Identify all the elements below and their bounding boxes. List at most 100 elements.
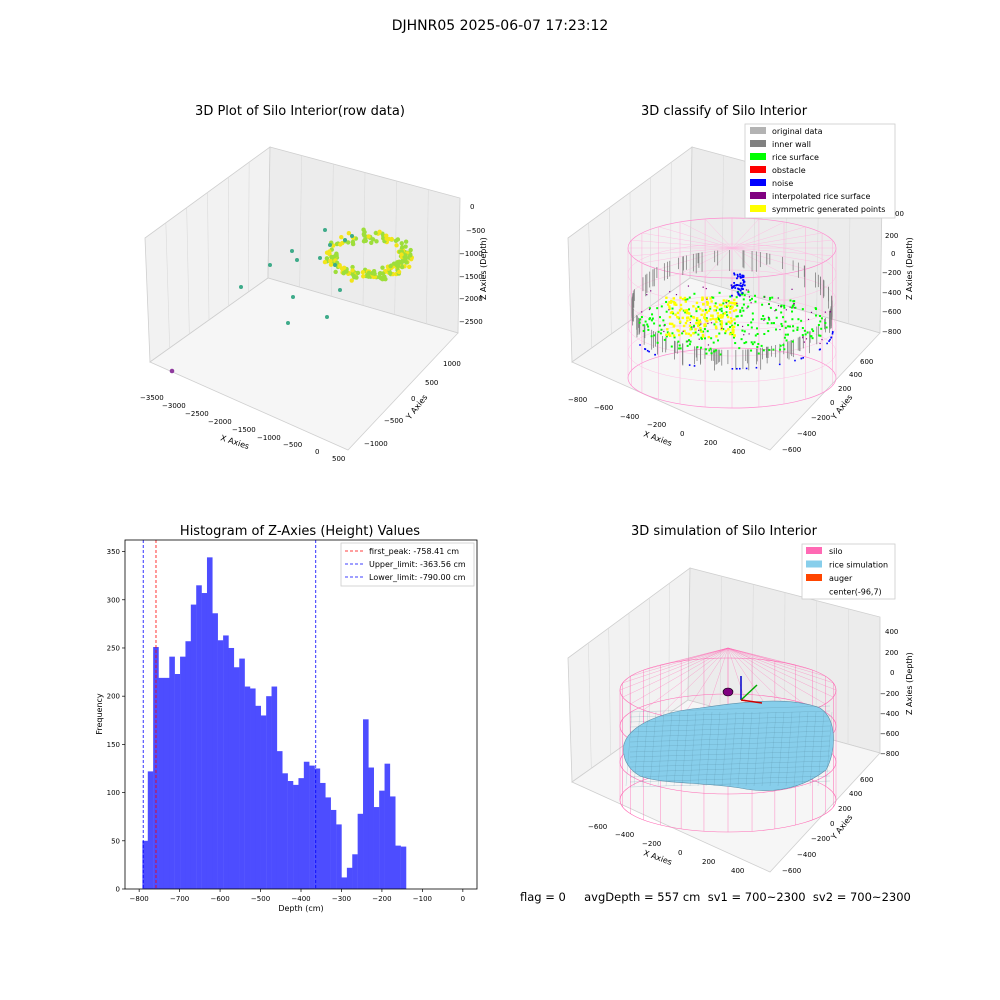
data-point	[351, 273, 356, 278]
rice-surface-point	[803, 329, 806, 332]
data-point	[371, 268, 377, 274]
silo-wire	[630, 647, 729, 677]
symmetric-point	[732, 330, 735, 334]
panel3-legend: first_peak: -758.41 cm Upper_limit: -363.…	[340, 542, 475, 587]
panel4-xtick: 400	[731, 867, 744, 875]
mesh-line	[809, 711, 817, 787]
data-point	[328, 262, 334, 267]
data-point	[331, 254, 336, 260]
data-point	[385, 264, 391, 269]
mesh-line	[793, 711, 801, 787]
rice-surface-point	[791, 318, 794, 321]
rice-surface-point	[766, 322, 769, 325]
noise-point	[738, 284, 741, 287]
symmetric-point	[714, 326, 718, 330]
panel1-points	[169, 227, 415, 374]
interpolated-point	[745, 289, 748, 291]
rice-surface-point	[743, 342, 746, 345]
symmetric-point	[718, 303, 722, 307]
symmetric-point	[720, 325, 723, 328]
histogram-bar	[239, 658, 245, 889]
symmetric-point	[684, 300, 688, 303]
panel4-ztick: 400	[885, 628, 898, 636]
histogram-bar	[153, 647, 159, 889]
noise-point	[828, 340, 830, 342]
rice-surface-point	[768, 318, 771, 321]
rice-surface-point	[703, 327, 706, 330]
rice-surface-point	[709, 307, 712, 310]
noise-point	[736, 367, 738, 370]
mesh-line	[629, 725, 831, 733]
histogram-bar	[287, 781, 294, 889]
data-point	[363, 238, 368, 243]
mesh-line	[777, 711, 785, 787]
rice-surface-point	[751, 312, 754, 315]
data-point	[345, 269, 350, 275]
rice-surface-point	[644, 320, 647, 323]
data-point	[334, 255, 340, 260]
interpolated-point	[663, 325, 665, 327]
data-point	[395, 260, 400, 265]
symmetric-point	[674, 313, 677, 316]
data-point	[393, 261, 399, 267]
noise-point	[826, 342, 828, 345]
symmetric-point	[731, 328, 734, 331]
symmetric-point	[669, 311, 673, 314]
panel4-ytick: 400	[849, 790, 862, 798]
data-point	[381, 236, 386, 241]
panel1-ytick: −1000	[364, 440, 388, 448]
symmetric-point	[687, 332, 691, 336]
rice-surface-point	[741, 293, 744, 296]
rice-surface-point	[810, 335, 813, 338]
symmetric-point	[703, 316, 706, 319]
gridline	[609, 207, 612, 335]
data-point	[383, 269, 388, 274]
panel1-xtick: 0	[315, 448, 319, 456]
mesh-line	[625, 711, 633, 787]
noise-point	[741, 276, 744, 279]
rice-surface-point	[695, 310, 698, 313]
x-tick-label: −600	[210, 895, 229, 903]
data-point	[354, 275, 359, 280]
data-point	[380, 265, 385, 270]
data-point	[365, 269, 371, 274]
symmetric-point	[698, 320, 701, 323]
rice-surface-point	[712, 341, 715, 344]
data-point	[386, 268, 392, 273]
panel4-legend: silo rice simulation auger center(-96,7)	[801, 543, 896, 600]
symmetric-point	[679, 296, 682, 299]
rice-surface-point	[704, 324, 707, 327]
data-point	[335, 264, 341, 270]
silo-wire	[619, 693, 837, 759]
silo-wire	[627, 243, 837, 305]
panel2-xtick: 0	[680, 430, 684, 438]
rice-surface-point	[784, 326, 787, 329]
panel4-xtick: −600	[588, 823, 607, 831]
rice-surface-point	[767, 330, 770, 333]
rice-surface-point	[740, 314, 743, 317]
data-point	[332, 257, 337, 263]
silo-wire	[658, 247, 733, 270]
symmetric-point	[715, 306, 719, 309]
noise-point	[738, 288, 741, 291]
data-point	[361, 232, 367, 237]
rice-surface-point	[710, 296, 713, 299]
mesh-line	[629, 740, 831, 748]
legend-label: obstacle	[772, 166, 806, 175]
silo-wire	[622, 647, 729, 698]
rice-surface-point	[717, 339, 720, 342]
rice-surface-point	[772, 348, 775, 351]
rice-surface-point	[819, 320, 822, 323]
rice-surface-point	[739, 309, 742, 312]
rice-surface-point	[750, 341, 753, 344]
rice-surface-point	[811, 328, 814, 331]
rice-surface-point	[742, 303, 745, 306]
rice-surface-point	[686, 298, 689, 301]
data-point	[400, 251, 405, 256]
data-point	[364, 234, 369, 240]
symmetric-point	[706, 300, 709, 304]
rice-surface-point	[769, 296, 772, 299]
rice-surface-point	[769, 306, 772, 309]
data-point	[355, 270, 361, 276]
data-point	[378, 276, 384, 281]
